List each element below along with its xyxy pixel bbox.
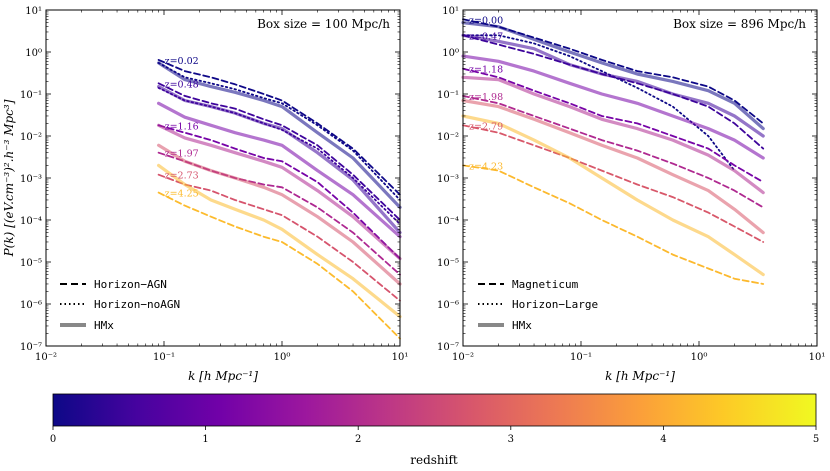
right-series-line — [462, 18, 765, 125]
left-axes-frame — [45, 9, 401, 347]
left-series-line — [157, 151, 401, 276]
right-series-line — [461, 75, 765, 195]
left-series-line — [157, 59, 401, 196]
legend-label-horizon-agn: Horizon−AGN — [94, 278, 167, 291]
y-tick-label: 10⁻² — [437, 132, 459, 143]
right-series-line — [462, 95, 765, 209]
left-redshift-label: z=0.02 — [165, 56, 199, 67]
y-tick-label: 10⁰ — [25, 48, 42, 59]
right-x-axis-label: k [h Mpc⁻¹] — [605, 369, 675, 383]
right-panel: z=0.00 z=0.47 z=1.18 z=1.98 z=2.79 z=4.23 10⁻… — [437, 6, 825, 383]
left-plot-area: z=0.02 z=0.48 z=1.16 z=1.97 z=2.73 z=4.25 — [157, 56, 402, 340]
colorbar-gradient — [52, 393, 817, 427]
left-legend: Horizon−AGN Horizon−noAGN HMx — [60, 278, 180, 332]
x-tick-label: 10⁻² — [452, 352, 474, 363]
right-redshift-label: z=2.79 — [469, 121, 503, 132]
x-tick-label: 10⁻² — [35, 352, 57, 363]
y-tick-label: 10⁻⁷ — [20, 342, 42, 353]
right-redshift-label: z=0.00 — [469, 15, 503, 26]
right-ticks: 10⁻² 10⁻¹ 10⁰ 10¹ 10⁻⁷ 10⁻⁶ 10⁻⁵ 10⁻⁴ 10⁻³ 10⁻² 10… — [437, 6, 825, 363]
right-series-line — [461, 21, 765, 131]
colorbar: 0 1 2 3 4 5 redshift — [50, 393, 819, 467]
right-series-line — [462, 34, 736, 172]
right-series-line — [461, 114, 765, 277]
legend-label-hmx: HMx — [94, 319, 114, 332]
colorbar-tick-label: 0 — [50, 434, 56, 445]
x-tick-label: 10⁰ — [274, 352, 291, 363]
right-redshift-label: z=1.18 — [469, 65, 503, 76]
y-tick-label: 10⁻⁶ — [437, 300, 459, 311]
legend-label-horizon-noagn: Horizon−noAGN — [94, 298, 180, 311]
y-tick-label: 10⁻⁵ — [437, 258, 459, 269]
y-tick-label: 10⁻¹ — [437, 90, 459, 101]
left-series-line — [157, 173, 401, 302]
right-series-line — [461, 98, 765, 235]
y-tick-label: 10⁻² — [20, 132, 42, 143]
right-axes-frame — [462, 9, 818, 347]
right-series-line — [462, 124, 765, 243]
colorbar-tick-label: 4 — [660, 434, 666, 445]
left-redshift-label: z=2.73 — [165, 171, 199, 182]
left-y-axis-label: P(k) [(eV.cm⁻³)².h⁻³ Mpc³] — [2, 99, 16, 257]
left-redshift-label: z=4.25 — [165, 189, 199, 200]
legend-label-hmx: HMx — [512, 319, 532, 332]
x-tick-label: 10⁰ — [691, 352, 708, 363]
right-series-line — [462, 67, 765, 183]
colorbar-tick-label: 1 — [202, 434, 208, 445]
legend-label-magneticum: Magneticum — [512, 278, 579, 291]
x-tick-label: 10⁻¹ — [153, 352, 175, 363]
right-legend: Magneticum Horizon−Large HMx — [478, 278, 598, 332]
left-redshift-label: z=1.97 — [165, 149, 199, 160]
left-series-line — [157, 143, 402, 286]
y-tick-label: 10⁻⁴ — [20, 216, 42, 227]
left-panel: z=0.02 z=0.48 z=1.16 z=1.97 z=2.73 z=4.25 10⁻… — [2, 6, 408, 383]
right-series-line — [461, 33, 765, 138]
right-redshift-label: z=4.23 — [469, 161, 503, 172]
colorbar-tick-label: 5 — [813, 434, 819, 445]
y-tick-label: 10⁰ — [442, 48, 459, 59]
left-series-line — [157, 101, 402, 239]
y-tick-label: 10⁻¹ — [20, 90, 42, 101]
left-redshift-label: z=1.16 — [165, 121, 199, 132]
left-series-line — [157, 61, 402, 209]
x-tick-label: 10⁻¹ — [570, 352, 592, 363]
left-series-line — [157, 82, 401, 221]
left-series-line — [157, 124, 401, 260]
x-tick-label: 10¹ — [809, 352, 826, 363]
colorbar-label: redshift — [410, 453, 458, 467]
legend-label-horizon-large: Horizon−Large — [512, 298, 598, 311]
left-series-line — [157, 85, 402, 235]
colorbar-tick-label: 3 — [508, 434, 514, 445]
left-series-line — [157, 191, 401, 340]
y-tick-label: 10⁻⁴ — [437, 216, 459, 227]
left-series-line — [157, 163, 402, 319]
y-tick-label: 10¹ — [442, 6, 459, 17]
right-redshift-label: z=0.47 — [469, 31, 503, 42]
y-tick-label: 10⁻³ — [437, 174, 459, 185]
right-plot-area: z=0.00 z=0.47 z=1.18 z=1.98 z=2.79 z=4.23 — [461, 15, 765, 285]
right-redshift-label: z=1.98 — [469, 92, 503, 103]
x-tick-label: 10¹ — [392, 352, 409, 363]
y-tick-label: 10⁻⁶ — [20, 300, 42, 311]
right-box-size-title: Box size = 896 Mpc/h — [673, 17, 806, 31]
left-box-size-title: Box size = 100 Mpc/h — [257, 17, 390, 31]
y-tick-label: 10⁻³ — [20, 174, 42, 185]
colorbar-ticks: 0 1 2 3 4 5 — [50, 426, 819, 445]
y-tick-label: 10⁻⁷ — [437, 342, 459, 353]
colorbar-tick-label: 2 — [355, 434, 361, 445]
left-x-axis-label: k [h Mpc⁻¹] — [188, 369, 258, 383]
y-tick-label: 10⁻⁵ — [20, 258, 42, 269]
right-series-line — [461, 54, 765, 160]
left-series-line — [157, 123, 402, 261]
right-series-line — [462, 164, 765, 285]
y-tick-label: 10¹ — [25, 6, 42, 17]
left-redshift-label: z=0.48 — [165, 79, 199, 90]
left-ticks: 10⁻² 10⁻¹ 10⁰ 10¹ 10⁻⁷ 10⁻⁶ 10⁻⁵ 10⁻⁴ 10⁻³ 10⁻² 10… — [20, 6, 408, 363]
